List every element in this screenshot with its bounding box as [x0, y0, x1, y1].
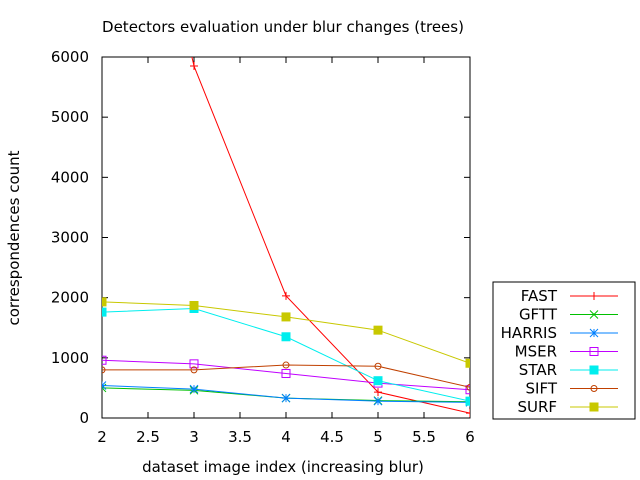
data-point-filled-square — [281, 312, 291, 322]
series-line — [193, 65, 470, 414]
data-point-plus — [374, 388, 382, 397]
data-point-plus — [190, 62, 198, 71]
data-point-star — [589, 328, 599, 338]
legend-box — [492, 281, 636, 420]
data-point-filled-square — [589, 402, 599, 412]
x-axis-label: dataset image index (increasing blur) — [142, 458, 424, 476]
y-tick-label: 5000 — [51, 108, 89, 126]
legend-label: MSER — [515, 343, 557, 361]
data-point-plus — [282, 291, 290, 300]
chart-title: Detectors evaluation under blur changes … — [102, 18, 464, 36]
data-point-filled-square — [281, 332, 291, 342]
data-point-plus — [466, 409, 470, 418]
legend-label: SURF — [517, 398, 557, 416]
data-point-filled-square — [373, 376, 383, 386]
x-axis: 2 2.5 3 3.5 4 4.5 5 5.5 6 — [97, 57, 475, 446]
legend-label: SIFT — [526, 380, 558, 398]
plot-frame — [101, 56, 471, 419]
series-layer — [102, 57, 470, 418]
y-tick-label: 1000 — [51, 349, 89, 367]
data-point-circle — [102, 366, 106, 374]
data-point-star — [281, 393, 291, 403]
x-tick-label: 3 — [189, 428, 199, 446]
data-point-star — [373, 396, 383, 406]
legend-label: GFTT — [519, 306, 558, 324]
data-point-square — [589, 347, 599, 356]
y-tick-label: 6000 — [51, 48, 89, 66]
data-point-filled-square — [465, 358, 470, 368]
data-point-star — [102, 381, 107, 390]
y-axis: 0 1000 2000 3000 4000 5000 6000 — [51, 48, 470, 427]
legend-label: STAR — [519, 361, 557, 379]
y-axis-label: correspondences count — [5, 150, 23, 325]
y-tick-label: 2000 — [51, 289, 89, 307]
legend-label: HARRIS — [501, 324, 557, 342]
x-tick-label: 4 — [281, 428, 291, 446]
data-point-filled-square — [373, 325, 383, 335]
series-harris — [102, 381, 470, 407]
legend-label: FAST — [521, 287, 558, 305]
x-tick-label: 2 — [97, 428, 107, 446]
data-point-cross — [589, 310, 599, 319]
data-point-circle — [590, 385, 598, 392]
data-point-circle — [190, 366, 198, 374]
data-point-square — [102, 355, 107, 365]
x-tick-label: 6 — [465, 428, 475, 446]
data-point-circle — [374, 362, 382, 370]
data-point-filled-square — [189, 300, 199, 310]
y-tick-label: 4000 — [51, 168, 89, 186]
data-point-square — [465, 385, 470, 395]
x-tick-label: 5.5 — [412, 428, 436, 446]
data-point-star — [189, 384, 199, 394]
y-tick-label: 0 — [79, 409, 89, 427]
data-point-square — [281, 368, 291, 378]
series-line-segment — [191, 57, 195, 67]
series-sift — [102, 361, 470, 391]
data-point-plus — [590, 292, 598, 300]
x-tick-label: 5 — [373, 428, 383, 446]
data-point-filled-square — [589, 365, 599, 375]
data-point-circle — [466, 383, 470, 391]
series-line — [102, 359, 470, 391]
data-point-square — [189, 359, 199, 369]
data-point-circle — [282, 361, 290, 369]
x-tick-label: 4.5 — [320, 428, 344, 446]
x-tick-label: 3.5 — [228, 428, 252, 446]
data-point-filled-square — [102, 297, 107, 307]
x-tick-label: 2.5 — [136, 428, 160, 446]
y-tick-label: 3000 — [51, 229, 89, 247]
series-fast — [190, 57, 470, 418]
series-line — [102, 364, 470, 388]
series-surf — [102, 297, 470, 368]
data-point-filled-square — [102, 307, 107, 317]
data-point-filled-square — [465, 396, 470, 406]
